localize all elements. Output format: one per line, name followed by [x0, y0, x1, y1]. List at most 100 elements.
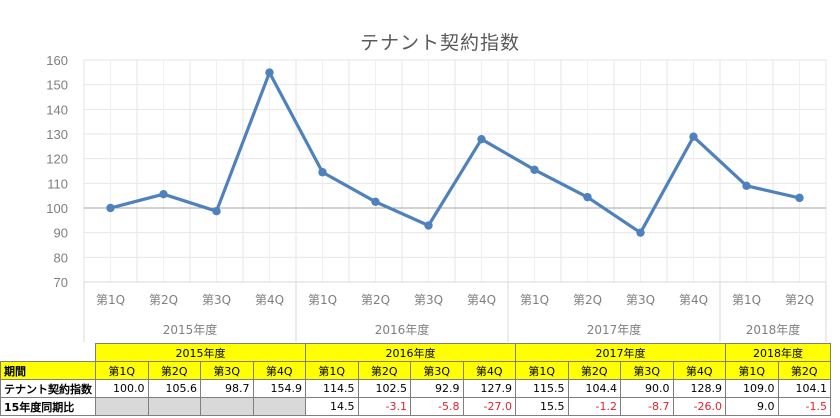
data-point-marker	[583, 192, 592, 202]
y-tick-label: 80	[54, 250, 68, 265]
data-point-marker	[265, 68, 274, 77]
chart-title: テナント契約指数	[359, 32, 520, 54]
x-tick-label: 第4Q	[467, 293, 496, 307]
year-header-cell: 2016年度	[305, 343, 516, 362]
data-point-marker	[636, 228, 645, 237]
index-value-cell: 115.5	[515, 379, 569, 398]
yoy-value-cell: -27.0	[462, 397, 516, 416]
index-value-cell: 154.9	[252, 379, 306, 398]
yoy-value-cell	[147, 397, 201, 416]
x-tick-label: 第3Q	[202, 293, 231, 307]
data-point-marker	[742, 181, 751, 190]
y-tick-label: 130	[46, 127, 68, 142]
yoy-value-cell	[95, 397, 149, 416]
x-tick-label: 第1Q	[96, 293, 125, 307]
year-header-cell: 2015年度	[95, 343, 306, 362]
data-point-marker	[424, 221, 433, 230]
data-point-marker	[159, 189, 168, 199]
y-tick-label: 160	[46, 53, 68, 68]
data-point-marker	[795, 193, 804, 203]
quarter-header-cell: 第3Q	[410, 361, 464, 380]
index-value-cell: 90.0	[620, 379, 674, 398]
yoy-value-cell: 15.5	[515, 397, 569, 416]
x-tick-label: 第2Q	[785, 293, 814, 307]
yoy-value-cell: -5.8	[410, 397, 464, 416]
quarter-header-cell: 第1Q	[515, 361, 569, 380]
quarter-header-cell: 第2Q	[357, 361, 411, 380]
y-tick-label: 120	[46, 152, 68, 167]
quarter-header-cell: 第1Q	[305, 361, 359, 380]
yoy-value-cell	[252, 397, 306, 416]
year-header-row: 2015年度 2016年度 2017年度 2018年度	[1, 343, 831, 362]
y-tick-label: 100	[46, 201, 68, 216]
data-table: 2015年度 2016年度 2017年度 2018年度 期間 第1Q 第2Q 第3Q 第4Q…	[0, 343, 831, 416]
line-chart: 70 80 90 100 110 120 130 140 150 160 第1Q 第2Q 第3Q 第4Q 2…	[46, 53, 827, 342]
x-group-label: 2015年度	[163, 322, 218, 337]
index-value-cell: 114.5	[305, 379, 359, 398]
quarter-header-cell: 第2Q	[147, 361, 201, 380]
yoy-value-cell: -8.7	[620, 397, 674, 416]
year-header-cell: 2018年度	[725, 343, 831, 362]
data-point-marker	[318, 168, 327, 177]
index-row: テナント契約指数 100.0 105.6 98.7 154.9 114.5 102.5 92…	[0, 379, 831, 398]
index-label: テナント契約指数	[0, 379, 96, 398]
yoy-value-cell: -26.0	[672, 397, 726, 416]
y-tick-label: 90	[54, 226, 68, 241]
yoy-label: 15年度同期比	[0, 397, 96, 416]
data-point-marker	[477, 134, 486, 144]
quarter-header-cell: 第1Q	[95, 361, 149, 380]
yoy-value-cell: 14.5	[305, 397, 359, 416]
quarter-header-cell: 第2Q	[777, 361, 831, 380]
y-tick-label: 70	[54, 275, 68, 290]
index-value-cell: 102.5	[357, 379, 411, 398]
yoy-row: 15年度同期比 14.5 -3.1 -5.8 -27.0 15.5 -1.2 -8.7 -26…	[0, 397, 831, 416]
quarter-header-cell: 第3Q	[200, 361, 254, 380]
x-tick-label: 第2Q	[361, 293, 390, 307]
index-value-cell: 100.0	[95, 379, 149, 398]
y-tick-label: 140	[46, 102, 68, 117]
index-value-cell: 105.6	[147, 379, 201, 398]
period-label: 期間	[0, 361, 96, 380]
period-row: 期間 第1Q 第2Q 第3Q 第4Q 第1Q 第2Q 第3Q 第4Q 第1Q 第2Q 第3Q 第4Q 第…	[0, 361, 831, 380]
index-value-cell: 104.1	[777, 379, 831, 398]
x-tick-label: 第1Q	[308, 293, 337, 307]
x-group-label: 2016年度	[375, 322, 430, 337]
index-value-cell: 127.9	[462, 379, 516, 398]
year-header-cell: 2017年度	[515, 343, 726, 362]
quarter-header-cell: 第4Q	[252, 361, 306, 380]
data-point-marker	[689, 132, 698, 141]
y-tick-label: 110	[47, 176, 68, 191]
quarter-header-cell: 第1Q	[725, 361, 779, 380]
index-value-cell: 109.0	[725, 379, 779, 398]
x-tick-label: 第2Q	[149, 293, 178, 307]
yoy-value-cell: -3.1	[357, 397, 411, 416]
series-line	[110, 70, 800, 235]
x-group-label: 2017年度	[587, 322, 642, 337]
x-tick-label: 第1Q	[520, 293, 549, 307]
index-value-cell: 92.9	[410, 379, 464, 398]
y-tick-label: 150	[46, 78, 68, 93]
x-group-label: 2018年度	[746, 322, 801, 337]
yoy-value-cell: -1.2	[567, 397, 621, 416]
x-tick-label: 第1Q	[732, 293, 761, 307]
yoy-value-cell: -1.5	[777, 397, 831, 416]
yoy-value-cell	[200, 397, 254, 416]
x-tick-label: 第3Q	[414, 293, 443, 307]
x-tick-label: 第3Q	[626, 293, 655, 307]
data-point-marker	[530, 165, 539, 174]
data-point-marker	[371, 197, 380, 207]
x-tick-label: 第4Q	[255, 293, 284, 307]
yoy-value-cell: 9.0	[725, 397, 779, 416]
index-value-cell: 128.9	[672, 379, 726, 398]
data-point-marker	[106, 203, 115, 213]
quarter-header-cell: 第2Q	[567, 361, 621, 380]
x-tick-label: 第2Q	[573, 293, 602, 307]
x-tick-label: 第4Q	[679, 293, 708, 307]
quarter-header-cell: 第4Q	[672, 361, 726, 380]
data-point-marker	[212, 207, 221, 216]
index-value-cell: 104.4	[567, 379, 621, 398]
index-value-cell: 98.7	[200, 379, 254, 398]
blank-cell	[1, 344, 96, 362]
quarter-header-cell: 第4Q	[462, 361, 516, 380]
quarter-header-cell: 第3Q	[620, 361, 674, 380]
